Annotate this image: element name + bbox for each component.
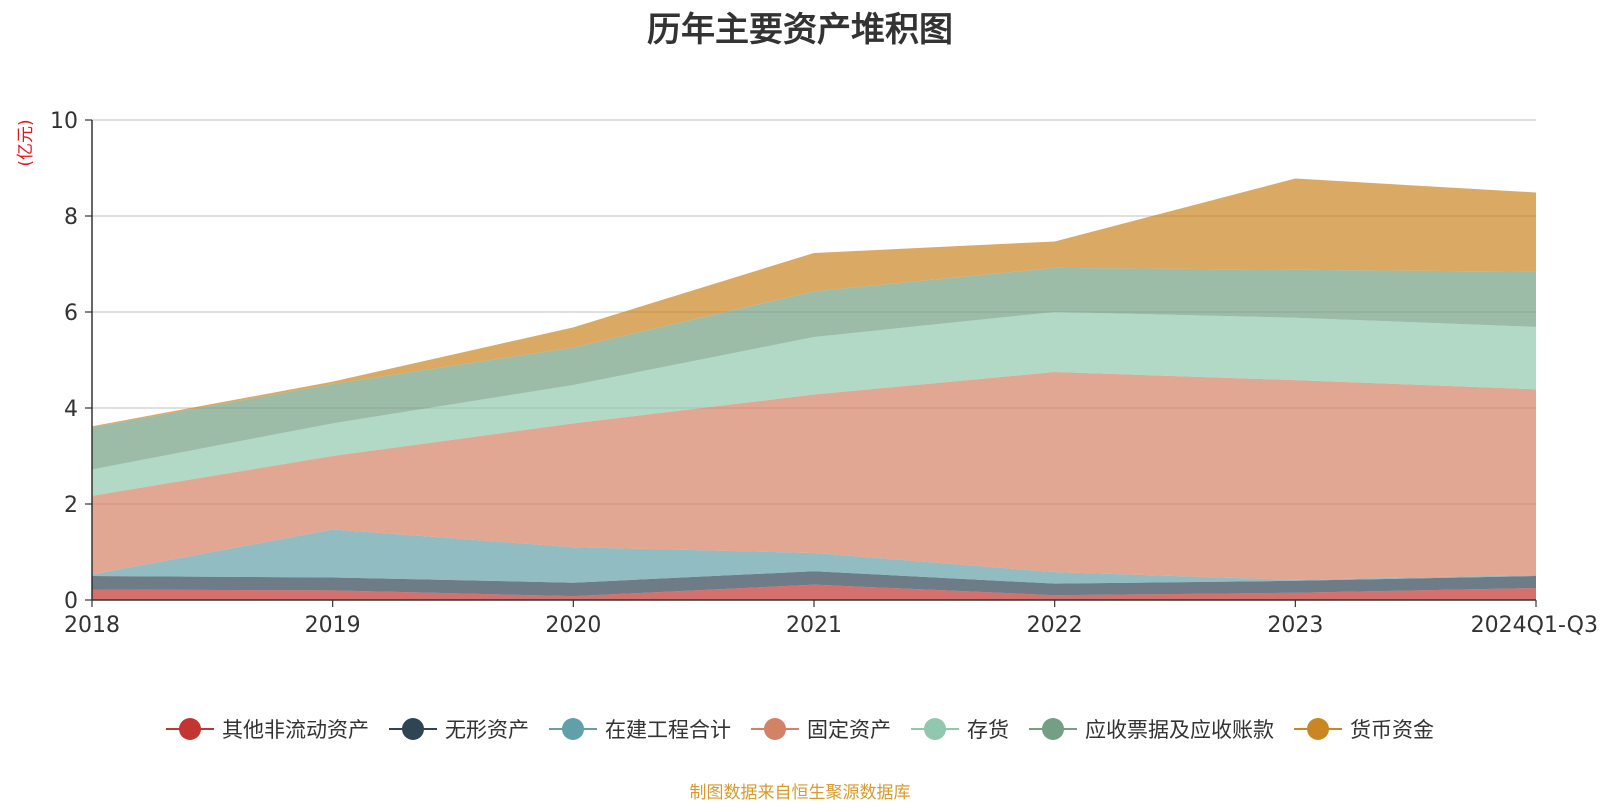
area-series [92,571,1536,597]
x-tick-label: 2021 [786,613,842,638]
legend-label: 其他非流动资产 [222,718,369,742]
legend-item[interactable]: 应收票据及应收账款 [1029,714,1274,744]
x-tick-label: 2023 [1267,613,1323,638]
legend-label: 存货 [967,718,1009,742]
legend-label: 在建工程合计 [605,718,731,742]
y-tick-label: 0 [64,589,78,614]
chart-title: 历年主要资产堆积图 [647,10,953,50]
y-tick-label: 4 [64,397,78,422]
legend-label: 应收票据及应收账款 [1085,718,1274,742]
legend-label: 货币资金 [1350,718,1434,742]
legend-item[interactable]: 货币资金 [1294,714,1434,744]
legend-label: 固定资产 [807,718,891,742]
x-tick-label: 2018 [64,613,120,638]
axes: 0 2 4 6 8 10 2018 2019 2020 2021 2022 2023 2024Q1-Q3 [50,109,1598,638]
legend-marker-dot [764,718,786,740]
legend-marker-icon [549,718,597,740]
area-series [92,372,1536,580]
legend-item[interactable]: 固定资产 [751,714,891,744]
y-tick-label: 10 [50,109,78,134]
legend: 其他非流动资产 无形资产 在建工程合计 固定资产 存货 应收票据及应收账款 货币资金 [0,714,1600,744]
x-tick-label: 2024Q1-Q3 [1471,613,1598,638]
area-series [92,584,1536,600]
legend-marker-dot [1307,718,1329,740]
legend-marker-icon [389,718,437,740]
legend-marker-dot [179,718,201,740]
legend-item[interactable]: 无形资产 [389,714,529,744]
y-tick-label: 8 [64,205,78,230]
x-tick-label: 2022 [1027,613,1083,638]
legend-marker-icon [1294,718,1342,740]
legend-label: 无形资产 [445,718,529,742]
legend-item[interactable]: 在建工程合计 [549,714,731,744]
x-tick-label: 2020 [545,613,601,638]
legend-marker-dot [562,718,584,740]
legend-item[interactable]: 其他非流动资产 [166,714,369,744]
legend-marker-dot [924,718,946,740]
legend-marker-icon [1029,718,1077,740]
legend-marker-icon [751,718,799,740]
y-tick-label: 2 [64,493,78,518]
area-series [92,529,1536,584]
x-tick-label: 2019 [305,613,361,638]
legend-marker-dot [402,718,424,740]
area-series [92,178,1536,428]
legend-marker-icon [166,718,214,740]
y-tick-label: 6 [64,301,78,326]
area-series [92,312,1536,496]
y-axis-unit-label: (亿元) [16,119,36,166]
legend-marker-icon [911,718,959,740]
legend-item[interactable]: 存货 [911,714,1009,744]
legend-marker-dot [1042,718,1064,740]
area-series [92,267,1536,470]
area-series-group [92,178,1536,600]
source-note: 制图数据来自恒生聚源数据库 [689,783,911,803]
